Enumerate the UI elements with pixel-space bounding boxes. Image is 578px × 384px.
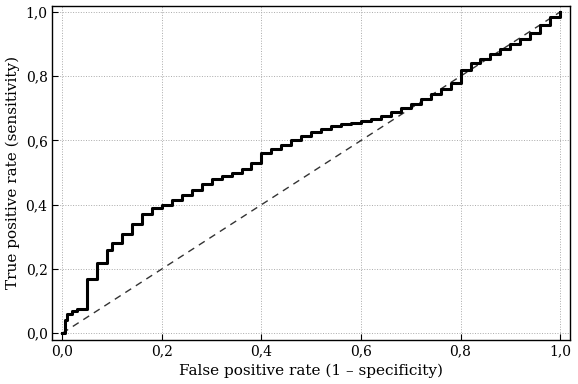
X-axis label: False positive rate (1 – specificity): False positive rate (1 – specificity) (179, 364, 443, 379)
Y-axis label: True positive rate (sensitivity): True positive rate (sensitivity) (6, 56, 20, 289)
